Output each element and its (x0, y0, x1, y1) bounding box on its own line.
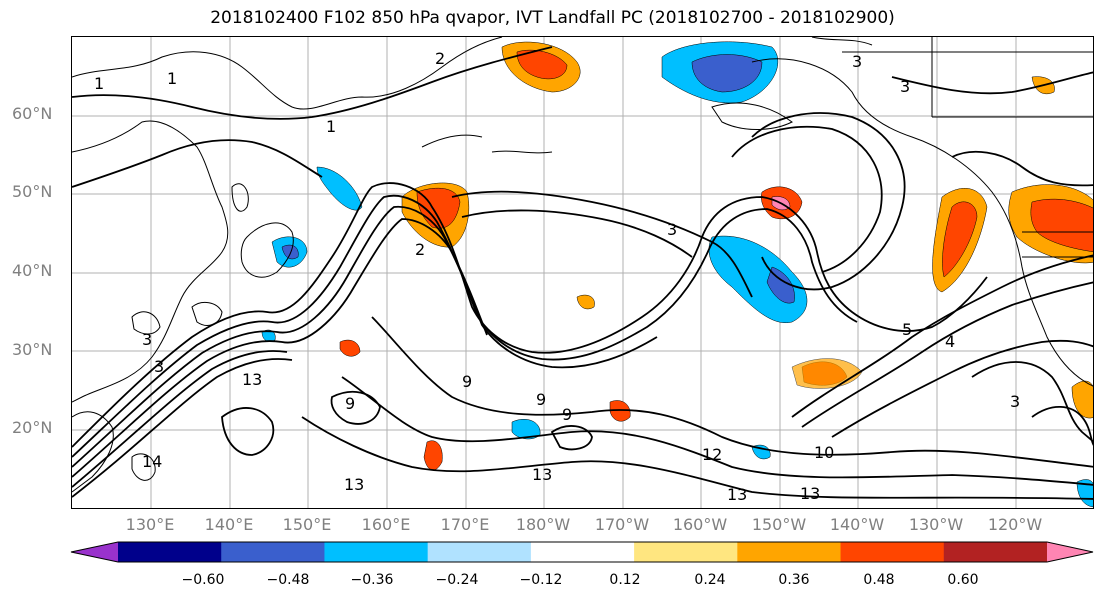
map-panel: 1 1 1 2 2 3 3 3 3 3 4 5 9 9 9 9 10 12 13… (71, 36, 1094, 509)
contour-label: 3 (1010, 392, 1020, 411)
contour-label: 3 (852, 52, 862, 71)
contour-label: 9 (462, 372, 472, 391)
contour-label: 1 (94, 74, 104, 93)
colorbar-tick-label: −0.48 (266, 572, 310, 588)
ivt-contours (72, 46, 1093, 500)
lat-label-20n: 20°N (12, 418, 53, 437)
lon-label-160e: 160°E (361, 515, 411, 534)
contour-label: 13 (727, 485, 747, 504)
colorbar-tick-label: 0.36 (778, 572, 810, 588)
lon-label-180w: 180°W (515, 515, 571, 534)
graticule (72, 37, 1093, 508)
colorbar-tick-label: 0.12 (609, 572, 641, 588)
contour-label: 2 (435, 49, 445, 68)
colorbar-segment (530, 542, 635, 562)
lat-label-60n: 60°N (12, 104, 53, 123)
lat-label-40n: 40°N (12, 261, 53, 280)
colorbar-segment (634, 542, 738, 562)
contour-label: 5 (902, 320, 912, 339)
lat-label-50n: 50°N (12, 182, 53, 201)
colorbar-tick-label: 0.60 (947, 572, 979, 588)
contour-label: 9 (562, 405, 572, 424)
colorbar (70, 541, 1094, 563)
lon-label-170e: 170°E (440, 515, 490, 534)
contour-label-group: 1 1 1 2 2 3 3 3 3 3 4 5 9 9 9 9 10 12 13… (94, 49, 1020, 504)
contour-label: 12 (702, 445, 722, 464)
contour-label: 3 (142, 330, 152, 349)
map-title: 2018102400 F102 850 hPa qvapor, IVT Land… (210, 8, 895, 28)
contour-label: 9 (345, 394, 355, 413)
lon-label-150e: 150°E (282, 515, 332, 534)
colorbar-segment (221, 542, 325, 562)
colorbar-segment (118, 542, 222, 562)
colorbar-segment (324, 542, 429, 562)
lon-label-130e: 130°E (125, 515, 175, 534)
contour-label: 9 (536, 390, 546, 409)
colorbar-segment (737, 542, 842, 562)
colorbar-tick-label: −0.12 (519, 572, 563, 588)
contour-label: 14 (142, 452, 162, 471)
colorbar-outline (70, 541, 1094, 563)
lon-label-140w: 140°W (829, 515, 885, 534)
lat-label-30n: 30°N (12, 340, 53, 359)
contour-label: 3 (900, 77, 910, 96)
lon-label-120w: 120°W (987, 515, 1043, 534)
lon-label-170w: 170°W (594, 515, 650, 534)
contour-label: 13 (242, 370, 262, 389)
colorbar-segment (943, 542, 1048, 562)
contour-label: 13 (344, 475, 364, 494)
contour-label: 2 (415, 240, 425, 259)
contour-label: 13 (532, 465, 552, 484)
colorbar-tick-label: −0.36 (350, 572, 394, 588)
contour-label: 3 (667, 220, 677, 239)
colorbar-extend-left (71, 542, 118, 562)
contour-label: 3 (154, 357, 164, 376)
contour-label: 1 (167, 69, 177, 88)
colorbar-tick-label: 0.48 (863, 572, 895, 588)
contour-label: 10 (814, 443, 834, 462)
lon-label-140e: 140°E (204, 515, 254, 534)
lon-label-150w: 150°W (751, 515, 807, 534)
colorbar-segment (840, 542, 945, 562)
colorbar-tick-label: 0.24 (694, 572, 726, 588)
contour-label: 4 (945, 332, 955, 351)
colorbar-tick-label: −0.24 (435, 572, 479, 588)
colorbar-tick-label: −0.60 (181, 572, 225, 588)
colorbar-segment (427, 542, 532, 562)
lon-label-160w: 160°W (672, 515, 728, 534)
colorbar-extend-right (1047, 542, 1093, 562)
lon-label-130w: 130°W (908, 515, 964, 534)
map-canvas: 1 1 1 2 2 3 3 3 3 3 4 5 9 9 9 9 10 12 13… (72, 37, 1093, 508)
coastlines (72, 37, 1093, 493)
contour-label: 1 (326, 117, 336, 136)
contour-label: 13 (800, 484, 820, 503)
